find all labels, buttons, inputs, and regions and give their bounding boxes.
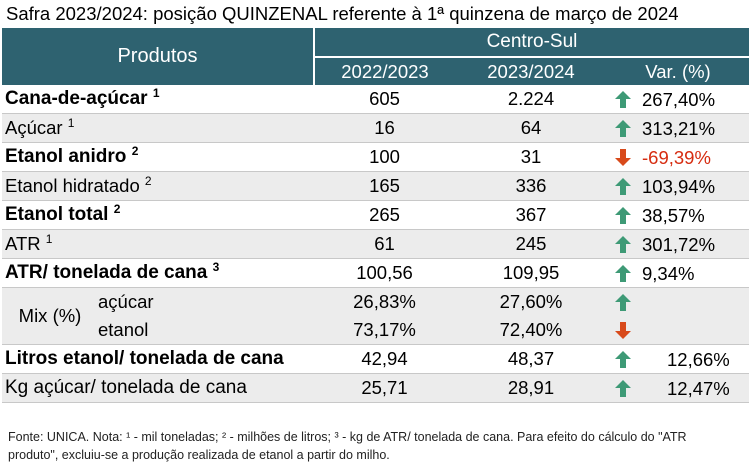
header-col-2022-2023: 2022/2023 <box>314 57 455 85</box>
value-2022-2023: 61 <box>314 229 455 259</box>
value-2022-2023: 165 <box>314 171 455 201</box>
arrow-up-icon <box>615 178 631 195</box>
arrow-up-icon <box>615 236 631 253</box>
mix-label-cell: etanol <box>2 316 314 345</box>
variation-cell: 12,47% <box>607 373 749 403</box>
row-label: ATR/ tonelada de cana 3 <box>2 258 314 288</box>
page-title: Safra 2023/2024: posição QUINZENAL refer… <box>6 3 679 24</box>
variation-value: 301,72% <box>642 234 716 255</box>
header-col-variation: Var. (%) <box>607 57 749 85</box>
variation-cell: 313,21% <box>607 113 749 143</box>
value-2023-2024: 336 <box>455 171 607 201</box>
value-2022-2023: 26,83% <box>314 287 455 316</box>
variation-cell: 38,57% <box>607 200 749 230</box>
arrow-up-icon <box>615 294 631 311</box>
table-row: Etanol hidratado 2 165 336 103,94% <box>2 171 749 201</box>
value-2023-2024: 27,60% <box>455 287 607 316</box>
variation-cell: 9,34% <box>607 258 749 288</box>
variation-cell: 267,40% <box>607 85 749 114</box>
row-label: Etanol total 2 <box>2 200 314 230</box>
arrow-up-icon <box>615 207 631 224</box>
arrow-down-icon <box>615 149 631 166</box>
table-row: ATR 1 61 245 301,72% <box>2 229 749 259</box>
table-row: Etanol total 2 265 367 38,57% <box>2 200 749 230</box>
value-2022-2023: 73,17% <box>314 316 455 345</box>
value-2023-2024: 31 <box>455 142 607 172</box>
arrow-up-icon <box>615 265 631 282</box>
table-row: Cana-de-açúcar 1 605 2.224 267,40% <box>2 85 749 114</box>
row-label: Açúcar 1 <box>2 113 314 143</box>
variation-value: 38,57% <box>642 205 705 226</box>
variation-value: -69,39% <box>642 147 711 168</box>
value-2022-2023: 100,56 <box>314 258 455 288</box>
arrow-up-icon <box>615 120 631 137</box>
arrow-down-icon <box>615 322 631 339</box>
value-2022-2023: 25,71 <box>314 373 455 403</box>
mix-row-etanol: etanol 73,17% 72,40% <box>2 316 749 345</box>
table-row: Etanol anidro 2 100 31 -69,39% <box>2 142 749 172</box>
variation-value: 12,47% <box>667 378 730 399</box>
value-2023-2024: 2.224 <box>455 85 607 114</box>
header-products: Produtos <box>2 28 315 85</box>
arrow-up-icon <box>615 91 631 108</box>
row-label: ATR 1 <box>2 229 314 259</box>
variation-cell <box>607 287 749 316</box>
mix-label: Mix (%) <box>18 305 82 326</box>
value-2022-2023: 605 <box>314 85 455 114</box>
variation-cell: 12,66% <box>607 344 749 374</box>
value-2022-2023: 265 <box>314 200 455 230</box>
mix-row-acucar: Mix (%) açúcar 26,83% 27,60% <box>2 287 749 326</box>
value-2023-2024: 48,37 <box>455 344 607 374</box>
row-label: Etanol hidratado 2 <box>2 171 314 201</box>
value-2023-2024: 64 <box>455 113 607 143</box>
value-2023-2024: 245 <box>455 229 607 259</box>
value-2022-2023: 100 <box>314 142 455 172</box>
table-row: Açúcar 1 16 64 313,21% <box>2 113 749 143</box>
row-label: Etanol anidro 2 <box>2 142 314 172</box>
results-table: Produtos Centro-Sul 2022/2023 2023/2024 … <box>2 28 749 403</box>
variation-value: 313,21% <box>642 118 716 139</box>
footnote: Fonte: UNICA. Nota: ¹ - mil toneladas; ²… <box>8 430 687 462</box>
variation-cell <box>607 316 749 345</box>
table-row: ATR/ tonelada de cana 3 100,56 109,95 9,… <box>2 258 749 288</box>
arrow-up-icon <box>615 351 631 368</box>
header-col-2023-2024: 2023/2024 <box>455 57 607 85</box>
row-label: Litros etanol/ tonelada de cana <box>2 344 314 374</box>
arrow-up-icon <box>615 380 631 397</box>
row-label: Kg açúcar/ tonelada de cana <box>2 373 314 403</box>
variation-cell: 103,94% <box>607 171 749 201</box>
variation-cell: 301,72% <box>607 229 749 259</box>
value-2023-2024: 72,40% <box>455 316 607 345</box>
variation-value: 267,40% <box>642 89 716 110</box>
value-2023-2024: 109,95 <box>455 258 607 288</box>
mix-sub-label-etanol: etanol <box>98 319 149 340</box>
value-2023-2024: 28,91 <box>455 373 607 403</box>
mix-sub-label-acucar: açúcar <box>98 291 154 312</box>
row-label: Cana-de-açúcar 1 <box>2 85 314 114</box>
variation-value: 103,94% <box>642 176 716 197</box>
table-row: Kg açúcar/ tonelada de cana 25,71 28,91 … <box>2 373 749 403</box>
table-row: Litros etanol/ tonelada de cana 42,94 48… <box>2 344 749 374</box>
value-2023-2024: 367 <box>455 200 607 230</box>
variation-cell: -69,39% <box>607 142 749 172</box>
variation-value: 9,34% <box>642 263 695 284</box>
mix-label-cell: Mix (%) açúcar <box>2 287 314 326</box>
variation-value: 12,66% <box>667 349 730 370</box>
header-region: Centro-Sul <box>314 28 749 58</box>
value-2022-2023: 16 <box>314 113 455 143</box>
value-2022-2023: 42,94 <box>314 344 455 374</box>
